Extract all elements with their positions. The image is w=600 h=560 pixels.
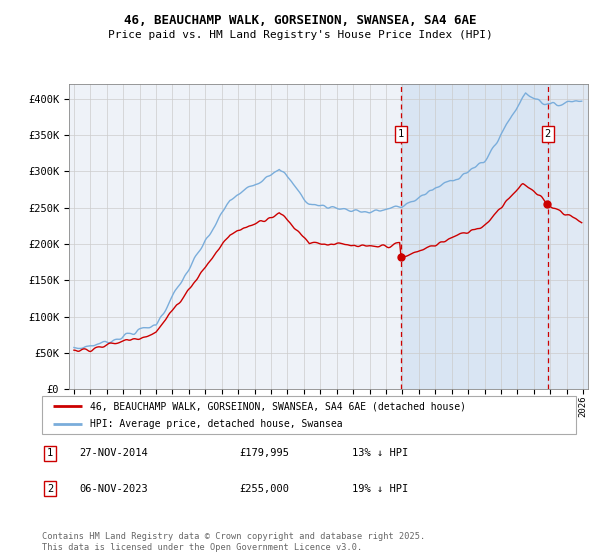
Text: 46, BEAUCHAMP WALK, GORSEINON, SWANSEA, SA4 6AE: 46, BEAUCHAMP WALK, GORSEINON, SWANSEA, …: [124, 14, 476, 27]
Text: 13% ↓ HPI: 13% ↓ HPI: [352, 448, 408, 458]
Text: 2: 2: [545, 129, 551, 139]
Text: 2: 2: [47, 484, 53, 494]
Text: Contains HM Land Registry data © Crown copyright and database right 2025.
This d: Contains HM Land Registry data © Crown c…: [42, 532, 425, 552]
Bar: [401, 84, 548, 389]
Text: 19% ↓ HPI: 19% ↓ HPI: [352, 484, 408, 494]
Text: 06-NOV-2023: 06-NOV-2023: [79, 484, 148, 494]
Text: Price paid vs. HM Land Registry's House Price Index (HPI): Price paid vs. HM Land Registry's House …: [107, 30, 493, 40]
Text: 1: 1: [47, 448, 53, 458]
Text: 27-NOV-2014: 27-NOV-2014: [79, 448, 148, 458]
Text: £255,000: £255,000: [239, 484, 290, 494]
Text: £179,995: £179,995: [239, 448, 290, 458]
Bar: [548, 84, 588, 389]
Text: HPI: Average price, detached house, Swansea: HPI: Average price, detached house, Swan…: [90, 419, 343, 430]
Text: 46, BEAUCHAMP WALK, GORSEINON, SWANSEA, SA4 6AE (detached house): 46, BEAUCHAMP WALK, GORSEINON, SWANSEA, …: [90, 401, 466, 411]
FancyBboxPatch shape: [42, 396, 576, 434]
Text: 1: 1: [398, 129, 404, 139]
